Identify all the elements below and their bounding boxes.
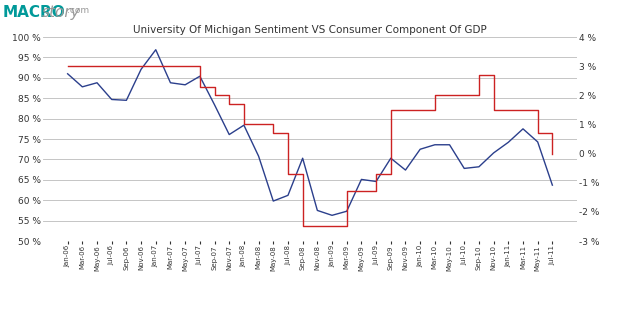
Text: MACRO: MACRO — [3, 5, 66, 20]
Text: .com: .com — [67, 6, 89, 15]
Text: story: story — [42, 5, 81, 20]
Title: University Of Michigan Sentiment VS Consumer Component Of GDP: University Of Michigan Sentiment VS Cons… — [133, 25, 487, 35]
